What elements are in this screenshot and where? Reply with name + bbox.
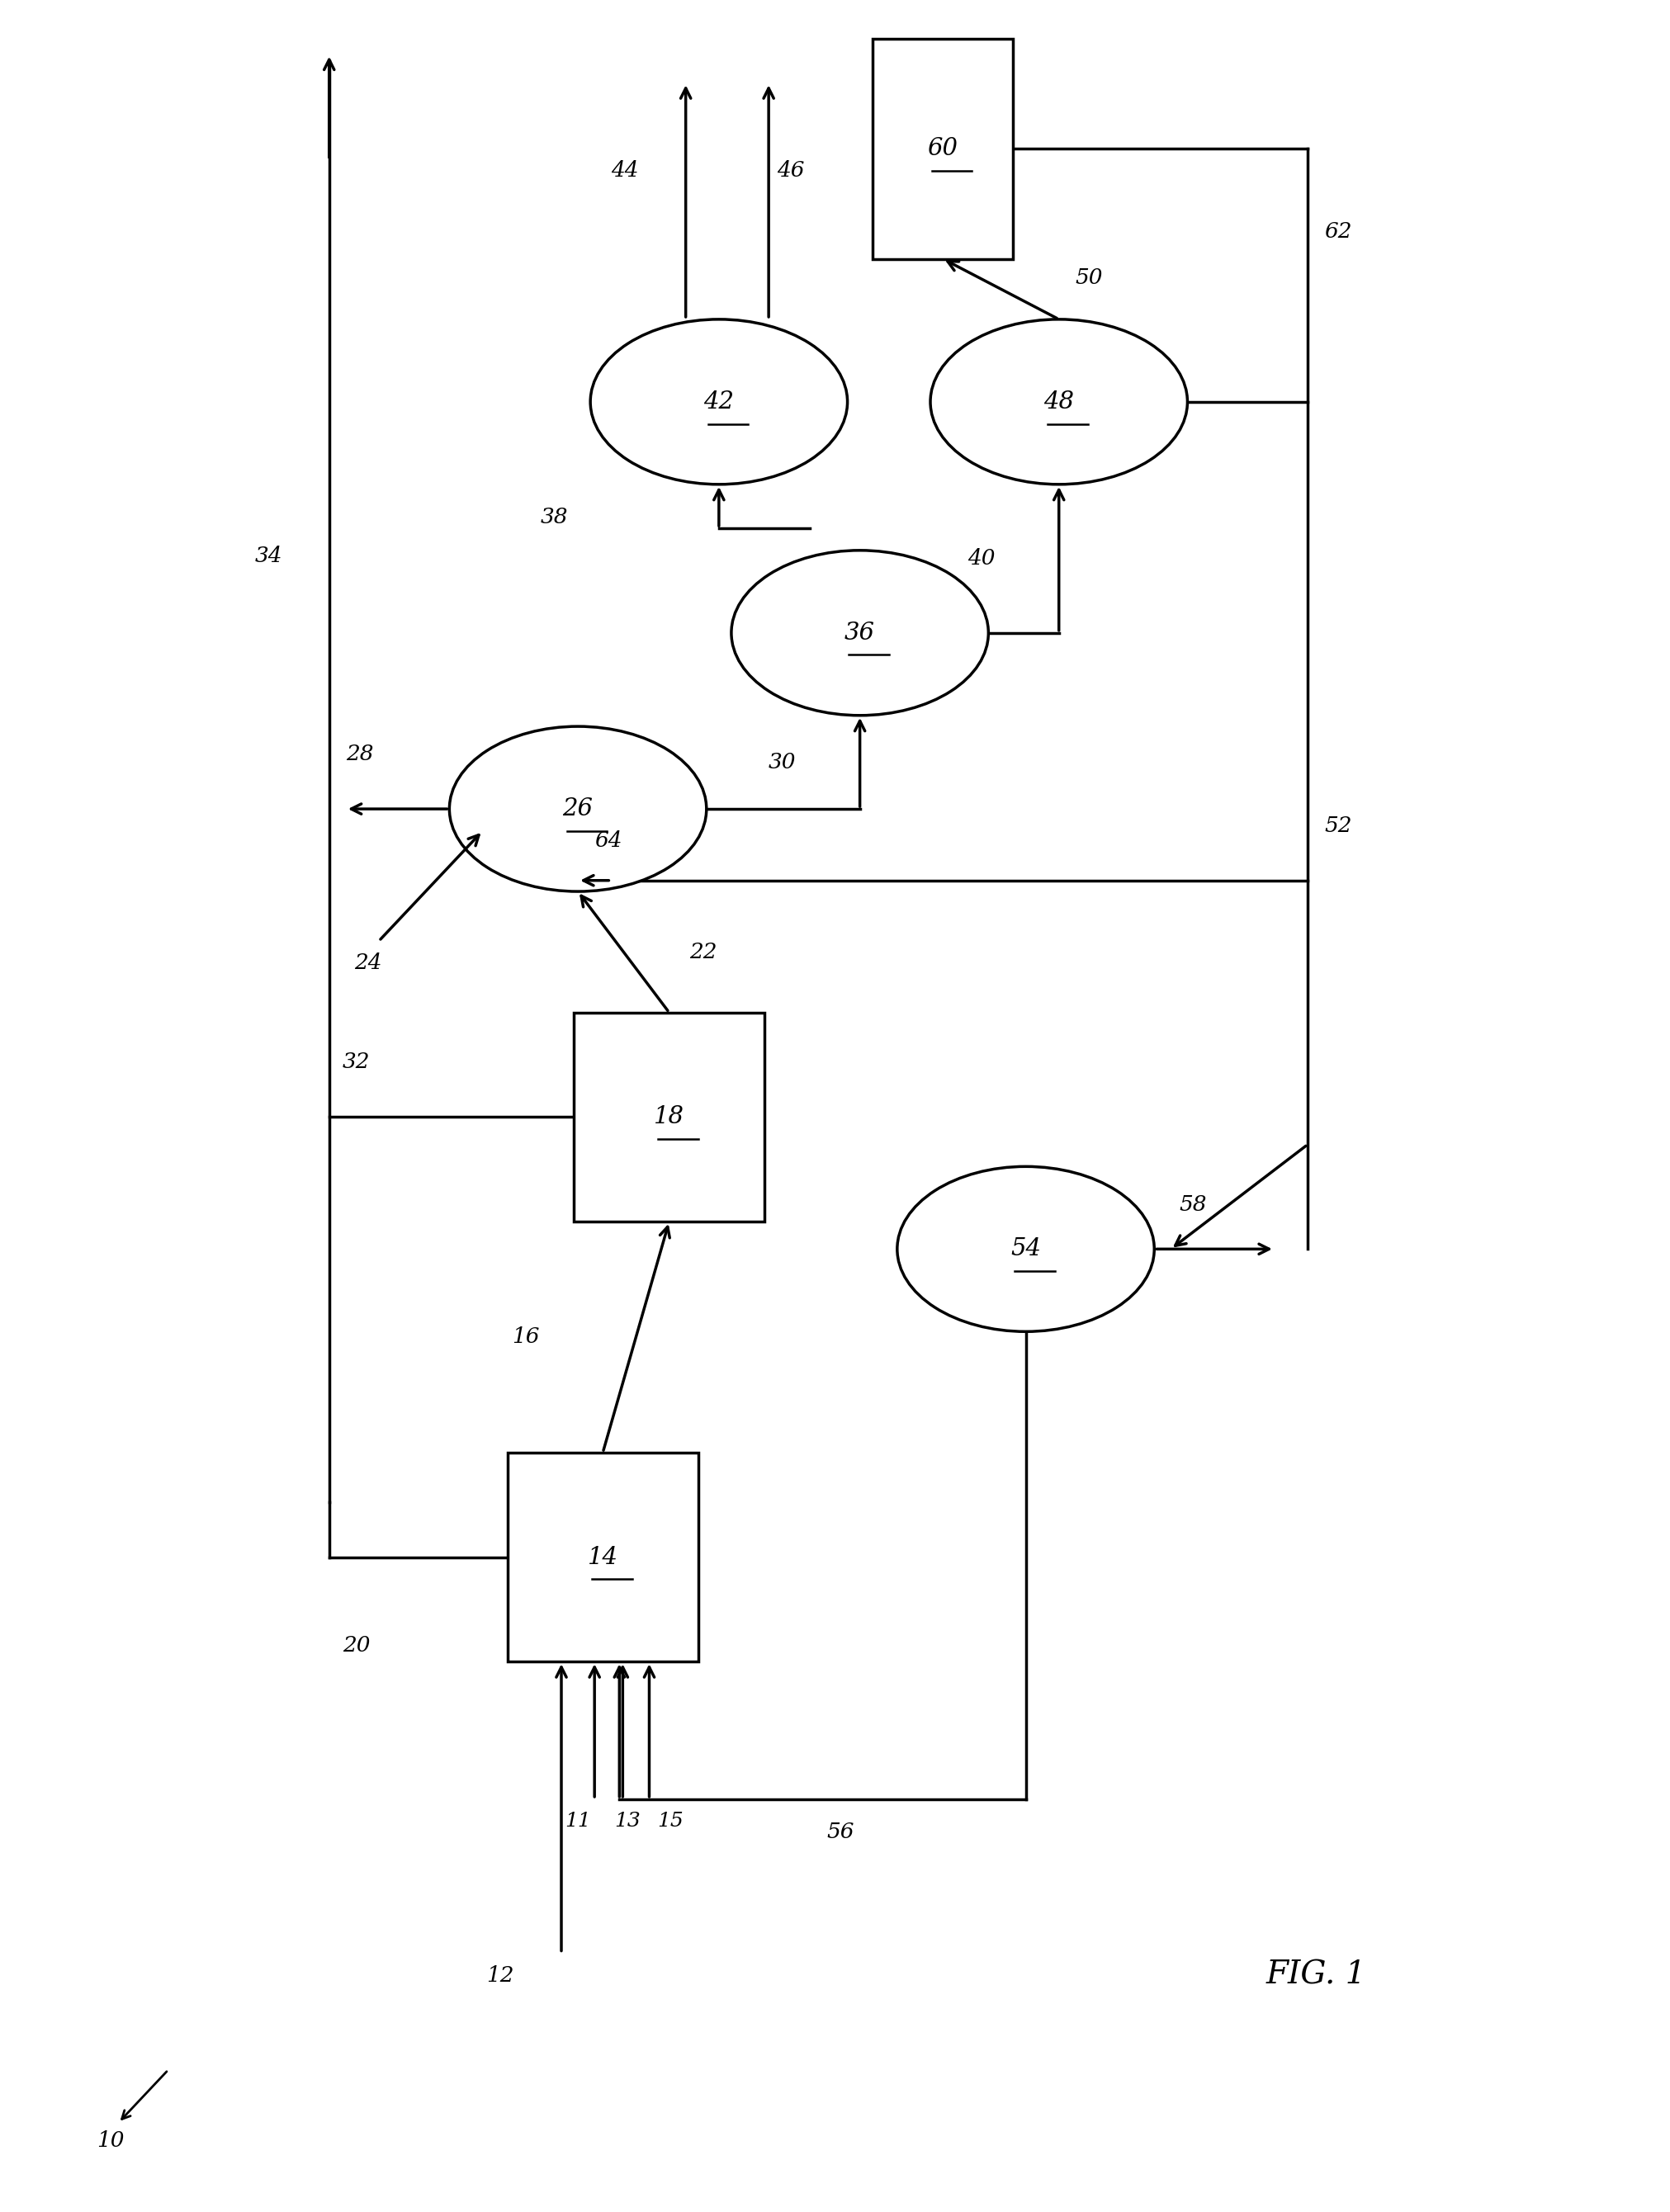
Text: 11: 11 (564, 1812, 591, 1832)
Text: 13: 13 (615, 1812, 641, 1832)
Text: 15: 15 (658, 1812, 683, 1832)
Text: 20: 20 (342, 1635, 371, 1655)
Text: 52: 52 (1324, 814, 1353, 836)
Text: 44: 44 (611, 161, 638, 181)
FancyBboxPatch shape (508, 1453, 698, 1661)
Ellipse shape (930, 319, 1187, 484)
Ellipse shape (731, 551, 989, 714)
Text: 10: 10 (97, 2130, 125, 2150)
Text: 12: 12 (486, 1964, 514, 1986)
Text: 32: 32 (342, 1051, 371, 1073)
Text: 26: 26 (563, 796, 593, 821)
Text: 64: 64 (595, 830, 623, 852)
Text: 34: 34 (254, 546, 282, 566)
Text: 18: 18 (655, 1106, 685, 1128)
Ellipse shape (449, 726, 706, 891)
Text: 56: 56 (827, 1823, 855, 1843)
Text: 28: 28 (346, 743, 374, 763)
FancyBboxPatch shape (574, 1013, 765, 1221)
Text: 36: 36 (845, 622, 875, 644)
Text: 54: 54 (1010, 1237, 1040, 1261)
Text: FIG. 1: FIG. 1 (1266, 1960, 1366, 1991)
Text: 46: 46 (777, 161, 805, 181)
Text: 14: 14 (588, 1546, 618, 1568)
Text: 24: 24 (354, 953, 382, 973)
Ellipse shape (591, 319, 847, 484)
Text: 30: 30 (768, 752, 797, 772)
Text: 48: 48 (1044, 389, 1074, 414)
Text: 38: 38 (541, 507, 568, 529)
Text: 62: 62 (1324, 221, 1353, 241)
Text: 58: 58 (1179, 1194, 1207, 1214)
Text: 42: 42 (703, 389, 735, 414)
Text: 50: 50 (1075, 268, 1104, 288)
Text: 60: 60 (927, 137, 959, 159)
Text: 22: 22 (690, 942, 716, 962)
FancyBboxPatch shape (872, 40, 1014, 259)
Text: 16: 16 (511, 1327, 539, 1347)
Ellipse shape (897, 1166, 1154, 1332)
Text: 40: 40 (967, 549, 995, 568)
